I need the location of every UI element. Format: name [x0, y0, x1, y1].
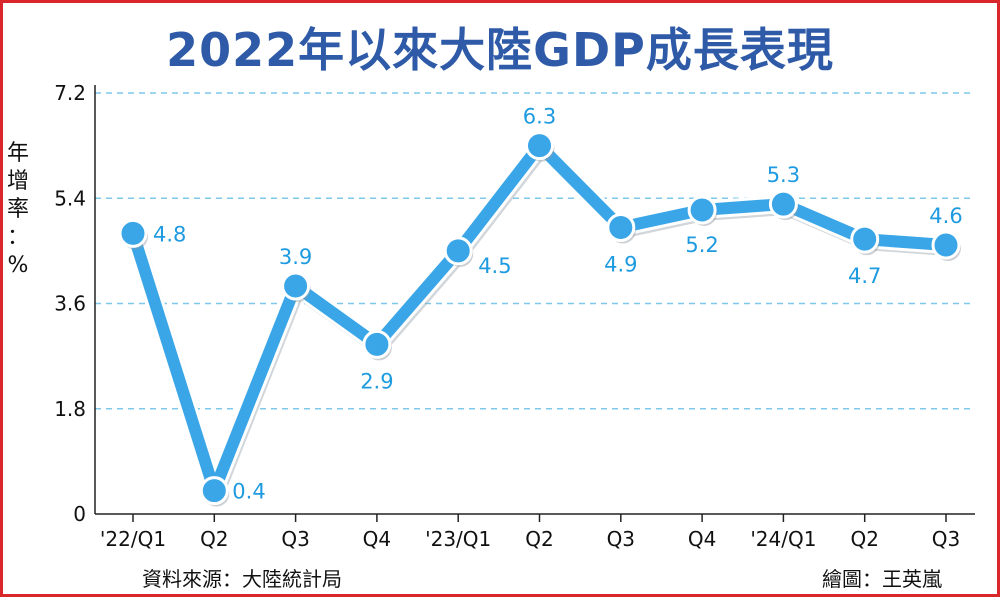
data-point [118, 218, 148, 248]
x-tick-label: Q3 [607, 527, 635, 551]
source-note: 資料來源：大陸統計局 [142, 567, 342, 591]
data-point [850, 224, 880, 254]
y-tick-label: 3.6 [54, 292, 86, 316]
y-tick-label: 5.4 [54, 186, 86, 210]
x-tick-label: Q2 [200, 527, 228, 551]
y-axis-label-char: 率 [6, 197, 29, 222]
data-point [199, 476, 229, 506]
x-tick-label: '23/Q1 [425, 527, 491, 551]
chart-title: 2022年以來大陸GDP成長表現 [166, 23, 834, 77]
data-label: 4.8 [153, 222, 186, 246]
series-line [127, 139, 952, 497]
x-tick-label: '22/Q1 [100, 527, 166, 551]
credit-note: 繪圖：王英嵐 [822, 567, 942, 591]
data-label: 6.3 [523, 105, 556, 129]
data-label: 5.3 [767, 163, 800, 187]
data-label: 2.9 [360, 369, 393, 393]
data-point [443, 236, 473, 266]
y-axis-label-char: % [7, 253, 29, 278]
y-tick-label: 1.8 [54, 397, 86, 421]
data-label: 0.4 [232, 480, 265, 504]
data-label: 4.6 [929, 204, 962, 228]
data-label: 4.5 [478, 254, 511, 278]
data-label: 4.9 [604, 252, 637, 276]
x-tick-label: Q3 [932, 527, 960, 551]
data-point [931, 230, 961, 260]
series-line-outline [124, 136, 955, 500]
x-tick-label: Q4 [688, 527, 716, 551]
x-tick-label: Q2 [525, 527, 553, 551]
data-point [362, 329, 392, 359]
data-point [606, 212, 636, 242]
data-label: 5.2 [685, 233, 718, 257]
y-tick-label: 7.2 [54, 81, 86, 105]
y-tick-label: 0 [73, 502, 86, 526]
x-tick-label: Q2 [850, 527, 878, 551]
data-label: 3.9 [279, 245, 312, 269]
data-point [687, 195, 717, 225]
x-tick-label: '24/Q1 [750, 527, 816, 551]
y-axis-label-char: 年 [6, 141, 29, 166]
x-tick-label: Q3 [281, 527, 309, 551]
y-axis-label-char: 增 [6, 169, 29, 194]
y-axis-label: 年 增 率 ： % [4, 140, 32, 280]
y-axis-label-char: ： [6, 225, 29, 250]
data-point [768, 189, 798, 219]
series-line-shadow [127, 140, 956, 502]
data-point [281, 271, 311, 301]
data-point [525, 131, 554, 161]
x-tick-label: Q4 [363, 527, 391, 551]
data-label: 4.7 [848, 264, 881, 288]
